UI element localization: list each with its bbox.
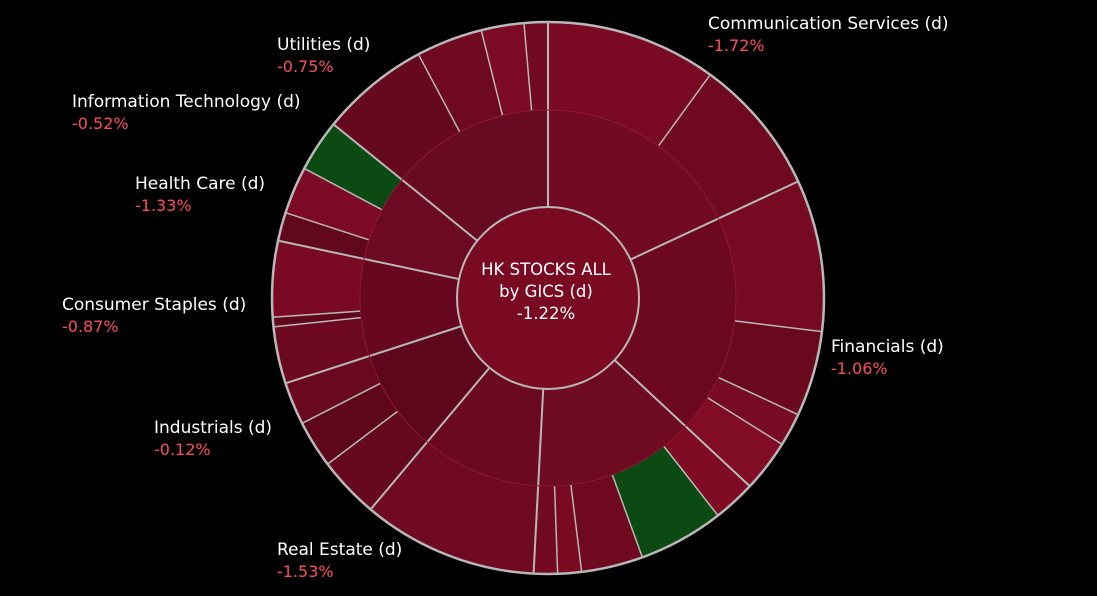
stock-arc-consumer-staples-1[interactable] bbox=[327, 411, 428, 510]
sector-divider bbox=[630, 180, 799, 261]
stock-divider bbox=[718, 376, 799, 416]
sector-change: -0.52% bbox=[72, 114, 129, 133]
sector-arc-health-care[interactable] bbox=[359, 258, 462, 357]
stock-arc-real-estate-5[interactable] bbox=[533, 485, 558, 574]
sector-change: -1.72% bbox=[708, 36, 765, 55]
chart-outline bbox=[270, 20, 826, 576]
chart-center-label: HK STOCKS ALL by GICS (d) -1.22% bbox=[446, 259, 646, 325]
stock-arc-utilities-3[interactable] bbox=[481, 23, 532, 116]
chart-total-change: -1.22% bbox=[516, 304, 576, 323]
sector-label-communication-services[interactable]: Communication Services (d) -1.72% bbox=[708, 14, 949, 56]
sector-change: -0.12% bbox=[154, 440, 211, 459]
stock-arc-information-technology-1[interactable] bbox=[278, 212, 370, 259]
stock-divider bbox=[663, 445, 719, 516]
sector-label-information-technology[interactable]: Information Technology (d) -0.52% bbox=[72, 92, 301, 134]
sector-name: Communication Services (d) bbox=[708, 14, 949, 34]
outer-ring bbox=[271, 22, 824, 574]
stock-arc-financials-4[interactable] bbox=[685, 397, 783, 487]
sector-arc-financials[interactable] bbox=[614, 218, 737, 427]
stock-arc-health-care-3[interactable] bbox=[271, 240, 365, 318]
stock-divider bbox=[273, 316, 362, 328]
stock-arc-utilities-1[interactable] bbox=[333, 54, 460, 180]
stock-arc-real-estate-1[interactable] bbox=[663, 426, 750, 516]
sector-divider bbox=[369, 367, 491, 511]
stock-arc-consumer-staples-3[interactable] bbox=[285, 356, 381, 424]
stock-divider bbox=[611, 474, 644, 558]
stock-divider bbox=[301, 382, 381, 424]
stock-arc-information-technology-2[interactable] bbox=[285, 168, 383, 240]
sector-label-utilities[interactable]: Utilities (d) -0.75% bbox=[277, 35, 370, 77]
stock-arc-communication-services-2[interactable] bbox=[658, 74, 799, 219]
stock-divider bbox=[417, 53, 461, 133]
sector-divider bbox=[613, 359, 751, 487]
sector-change: -1.33% bbox=[135, 196, 192, 215]
sector-change: -0.75% bbox=[277, 57, 334, 76]
stock-arc-financials-1[interactable] bbox=[718, 181, 824, 332]
stock-divider bbox=[734, 320, 823, 333]
sector-change: -1.06% bbox=[831, 359, 888, 378]
stock-divider bbox=[303, 167, 383, 211]
stock-divider bbox=[707, 396, 783, 445]
sector-name: Real Estate (d) bbox=[277, 540, 403, 560]
stock-arc-real-estate-2[interactable] bbox=[612, 446, 718, 558]
stock-divider bbox=[523, 22, 533, 111]
stock-arc-consumer-staples-2[interactable] bbox=[302, 383, 398, 465]
sector-arc-information-technology[interactable] bbox=[364, 179, 478, 280]
stock-arc-real-estate-3[interactable] bbox=[570, 474, 643, 572]
sector-arc-consumer-staples[interactable] bbox=[369, 326, 490, 443]
stock-divider bbox=[657, 74, 711, 147]
chart-subtitle: by GICS (d) bbox=[499, 282, 593, 301]
sector-name: Industrials (d) bbox=[154, 418, 273, 438]
inner-ring-outline bbox=[359, 109, 737, 487]
sector-name: Information Technology (d) bbox=[72, 92, 301, 112]
stock-divider bbox=[480, 30, 504, 116]
stock-divider bbox=[570, 484, 583, 573]
sector-divider bbox=[277, 239, 460, 281]
sector-arc-real-estate[interactable] bbox=[538, 360, 686, 486]
stock-arc-real-estate-4[interactable] bbox=[554, 484, 582, 574]
sector-label-real-estate[interactable]: Real Estate (d) -1.53% bbox=[277, 540, 402, 582]
stock-arc-health-care-2[interactable] bbox=[272, 311, 362, 327]
sector-divider bbox=[332, 123, 478, 242]
chart-title: HK STOCKS ALL bbox=[481, 260, 611, 279]
sector-name: Utilities (d) bbox=[277, 35, 371, 55]
sector-change: -1.53% bbox=[277, 562, 334, 581]
sector-name: Financials (d) bbox=[831, 337, 944, 357]
stock-arc-financials-3[interactable] bbox=[707, 377, 799, 445]
stock-arc-health-care-1[interactable] bbox=[273, 317, 370, 384]
stock-divider bbox=[327, 410, 399, 465]
sector-arc-industrials[interactable] bbox=[427, 367, 544, 486]
stock-arc-industrials-1[interactable] bbox=[370, 442, 539, 574]
sector-divider bbox=[532, 388, 545, 574]
stock-arc-communication-services-1[interactable] bbox=[548, 22, 711, 146]
sector-dividers bbox=[272, 22, 823, 574]
sector-name: Consumer Staples (d) bbox=[62, 295, 247, 315]
sector-arc-communication-services[interactable] bbox=[548, 110, 719, 260]
stock-divider bbox=[553, 485, 559, 574]
stock-arc-financials-2[interactable] bbox=[718, 320, 822, 415]
stock-divider bbox=[272, 310, 361, 319]
sector-name: Health Care (d) bbox=[135, 174, 266, 194]
stock-divider bbox=[285, 211, 370, 241]
stock-arc-utilities-2[interactable] bbox=[418, 30, 503, 133]
stock-arc-information-technology-3[interactable] bbox=[304, 124, 402, 210]
sector-label-financials[interactable]: Financials (d) -1.06% bbox=[831, 337, 944, 379]
sector-change: -0.87% bbox=[62, 317, 119, 336]
sector-divider bbox=[285, 325, 462, 385]
sector-label-health-care[interactable]: Health Care (d) -1.33% bbox=[135, 174, 265, 216]
sector-label-industrials[interactable]: Industrials (d) -0.12% bbox=[154, 418, 272, 460]
sector-label-consumer-staples[interactable]: Consumer Staples (d) -0.87% bbox=[62, 295, 246, 337]
